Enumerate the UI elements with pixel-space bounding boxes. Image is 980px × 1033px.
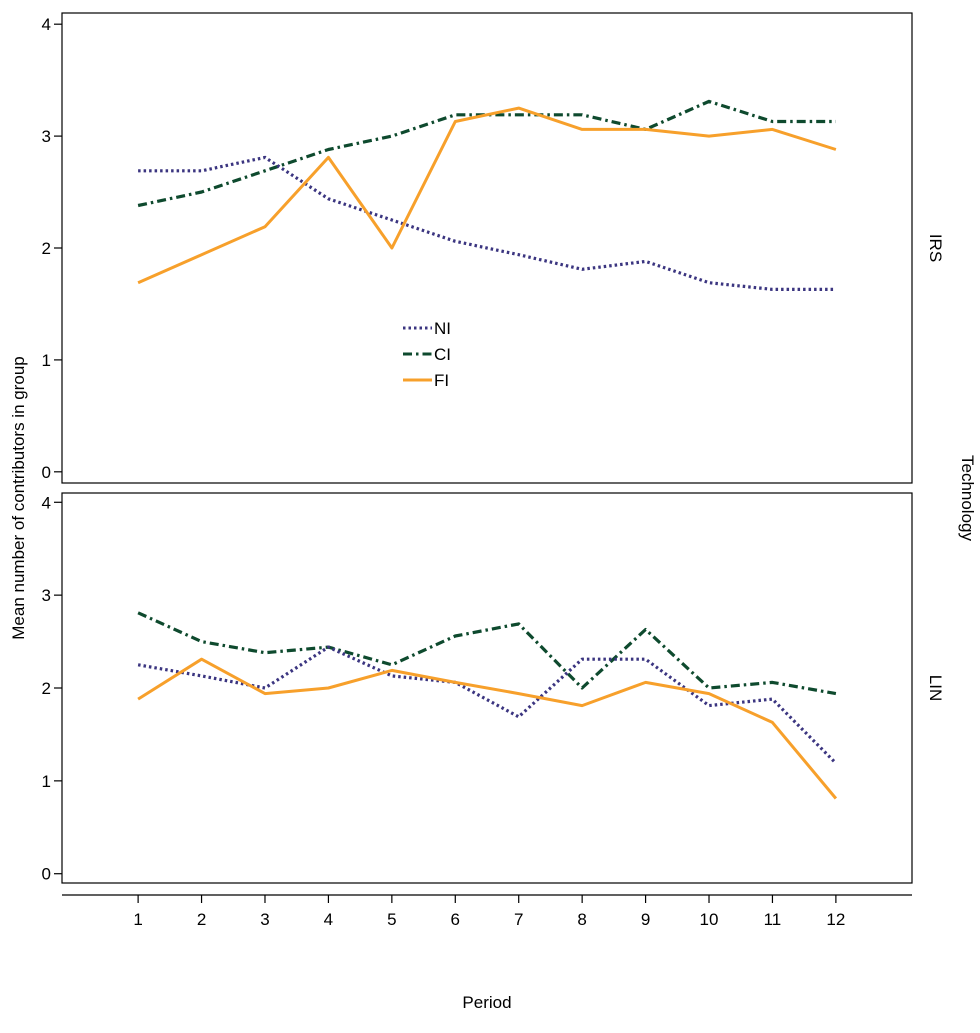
x-tick-label: 6 bbox=[451, 910, 460, 929]
legend-label-ni: NI bbox=[434, 319, 451, 338]
x-axis-title: Period bbox=[462, 993, 511, 1012]
y-tick-label: 2 bbox=[42, 679, 51, 698]
y-axis-title: Mean number of contributors in group bbox=[9, 356, 28, 640]
panel-lin-strip-label: LIN bbox=[926, 675, 945, 701]
series-line-ni bbox=[138, 155, 836, 291]
y-tick-label: 1 bbox=[42, 772, 51, 791]
x-tick-label: 9 bbox=[641, 910, 650, 929]
x-axis: 1 2 3 4 5 6 7 8 9 10 11 12 bbox=[62, 894, 912, 929]
panel-irs-series bbox=[137, 99, 837, 291]
panel-irs: 0 1 2 3 4 IRS bbox=[42, 12, 945, 484]
panel-lin-series bbox=[137, 611, 838, 800]
x-tick-label: 7 bbox=[514, 910, 523, 929]
x-tick-label: 2 bbox=[197, 910, 206, 929]
panel-lin: 0 1 2 3 4 LIN bbox=[42, 492, 945, 884]
facet-title: Technology bbox=[958, 455, 977, 542]
panel-lin-y-axis: 0 1 2 3 4 bbox=[42, 493, 62, 884]
legend-label-fi: FI bbox=[434, 371, 449, 390]
y-tick-label: 4 bbox=[42, 15, 51, 34]
y-tick-label: 2 bbox=[42, 239, 51, 258]
series-line-ci bbox=[137, 611, 837, 696]
y-tick-label: 4 bbox=[42, 493, 51, 512]
series-line-ci bbox=[137, 99, 836, 208]
y-tick-label: 0 bbox=[42, 865, 51, 884]
panel-irs-y-axis: 0 1 2 3 4 bbox=[42, 15, 62, 482]
x-tick-label: 11 bbox=[764, 910, 782, 929]
legend-label-ci: CI bbox=[434, 345, 451, 364]
x-tick-label: 8 bbox=[577, 910, 586, 929]
x-tick-label: 10 bbox=[700, 910, 719, 929]
x-tick-label: 1 bbox=[133, 910, 142, 929]
y-tick-label: 3 bbox=[42, 586, 51, 605]
series-line-fi bbox=[137, 657, 838, 800]
panel-irs-strip-label: IRS bbox=[926, 234, 945, 262]
series-line-fi bbox=[137, 106, 837, 285]
y-tick-label: 3 bbox=[42, 127, 51, 146]
legend: NI CI FI bbox=[403, 319, 451, 390]
x-tick-label: 3 bbox=[260, 910, 269, 929]
y-tick-label: 1 bbox=[42, 351, 51, 370]
x-tick-label: 5 bbox=[387, 910, 396, 929]
x-tick-label: 12 bbox=[826, 910, 845, 929]
x-tick-label: 4 bbox=[324, 910, 333, 929]
y-tick-label: 0 bbox=[42, 463, 51, 482]
